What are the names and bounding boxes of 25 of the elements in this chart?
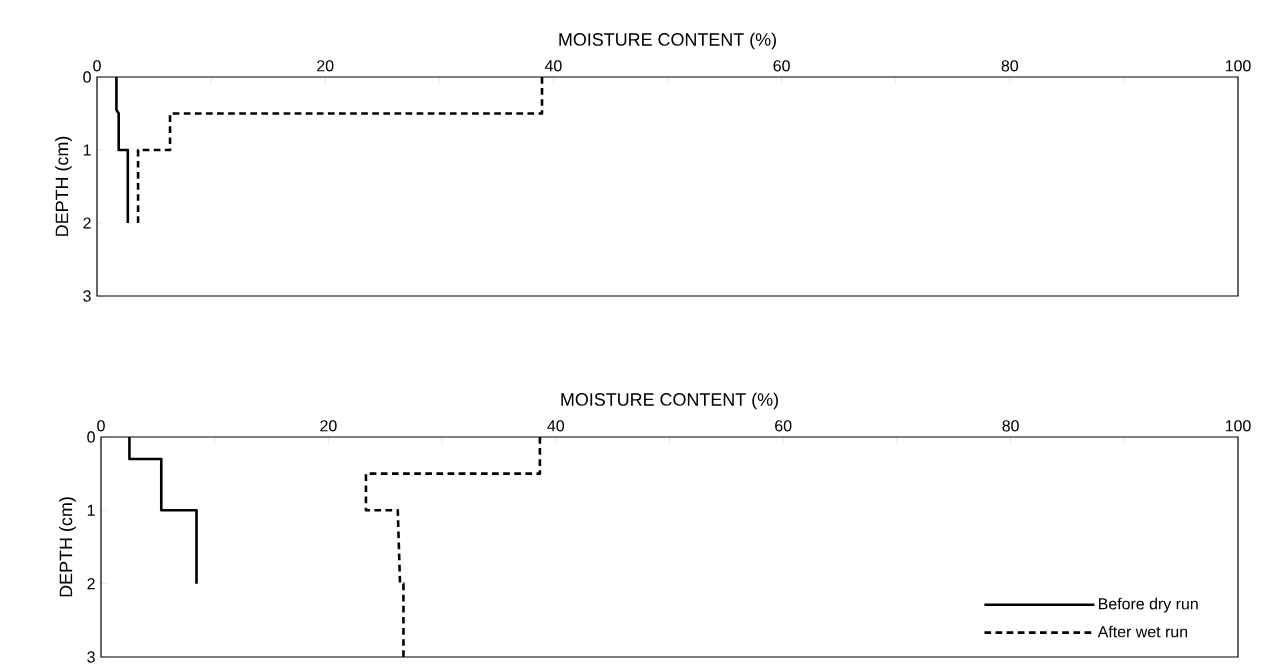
y-tick-label: 1 bbox=[83, 144, 91, 156]
y-tick-label: 3 bbox=[83, 290, 91, 302]
y-tick-label: 3 bbox=[87, 651, 95, 663]
y-tick-label: 2 bbox=[87, 578, 95, 590]
x-tick-label: 60 bbox=[775, 420, 792, 432]
x-tick-label: 100 bbox=[1225, 60, 1251, 72]
y-axis-title: DEPTH (cm) bbox=[59, 497, 76, 597]
y-tick-label: 1 bbox=[87, 504, 95, 516]
x-tick-label: 0 bbox=[97, 420, 105, 432]
x-tick-label: 20 bbox=[317, 60, 334, 72]
x-axis-title: MOISTURE CONTENT (%) bbox=[561, 392, 778, 410]
y-tick-label: 0 bbox=[87, 431, 95, 443]
x-tick-label: 40 bbox=[547, 420, 565, 432]
x-tick-label: 40 bbox=[544, 60, 562, 72]
x-tick-label: 100 bbox=[1225, 420, 1251, 432]
x-tick-label: 80 bbox=[1002, 420, 1019, 432]
y-tick-label: 2 bbox=[83, 217, 91, 229]
y-axis-title: DEPTH (cm) bbox=[55, 136, 72, 236]
text: After wet run bbox=[1097, 625, 1188, 638]
x-tick-label: 60 bbox=[773, 60, 790, 72]
y-tick-label: 0 bbox=[83, 71, 91, 83]
x-tick-label: 20 bbox=[320, 420, 337, 432]
x-axis-title: MOISTURE CONTENT (%) bbox=[559, 32, 776, 50]
text: Before dry run bbox=[1099, 597, 1198, 613]
x-tick-label: 80 bbox=[1001, 60, 1019, 72]
